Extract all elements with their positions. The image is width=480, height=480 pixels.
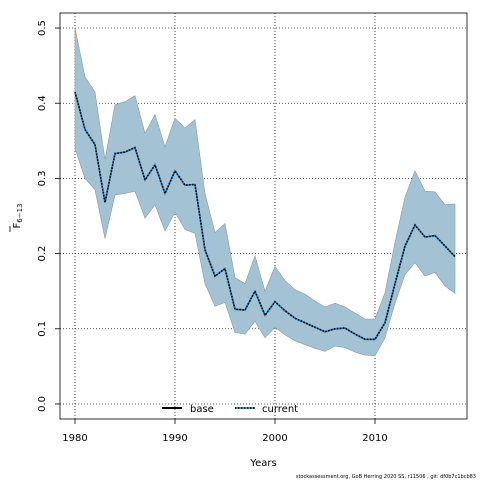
data-point-current (174, 170, 176, 172)
data-point-current (194, 184, 196, 185)
series-line-current-dots (74, 91, 456, 341)
data-point-current (114, 153, 116, 154)
data-point-current (264, 314, 266, 316)
y-tick-label: 0.5 (37, 20, 48, 36)
data-point-current (244, 309, 246, 311)
data-point-current (154, 164, 156, 166)
data-point-current (274, 301, 276, 303)
x-tick-label: 1980 (62, 433, 87, 444)
svg-text:F6−13: F6−13 (12, 204, 24, 229)
y-axis-title: F6−13 (12, 204, 24, 229)
x-tick-label: 1990 (162, 433, 187, 444)
data-point-current (444, 245, 446, 247)
legend-label-current: current (262, 404, 298, 415)
data-point-current (324, 331, 326, 333)
data-point-current (144, 179, 146, 181)
y-tick-label: 0.2 (37, 246, 48, 262)
data-point-current (124, 151, 126, 153)
data-point-current (164, 193, 166, 194)
data-point-current (104, 202, 106, 203)
legend-label-base: base (190, 404, 214, 415)
data-point-current (234, 308, 236, 310)
confidence-band (74, 27, 456, 357)
data-point-current (454, 256, 456, 257)
data-point-current (184, 184, 186, 186)
data-point-current (374, 339, 376, 340)
data-point-current (74, 91, 76, 93)
data-point-current (344, 327, 346, 329)
data-point-current (304, 322, 306, 324)
data-point-current (204, 249, 206, 251)
data-point-current (364, 339, 366, 340)
x-axis-ticks: 1980 1990 2000 2010 (62, 419, 388, 444)
data-point-current (404, 245, 406, 247)
y-tick-label: 0.0 (37, 396, 48, 412)
data-point-current (294, 317, 296, 319)
data-point-current (394, 283, 396, 284)
data-point-current (134, 147, 136, 148)
footer-credit: stockassessment.org, GoB Herring 2020 SS… (296, 474, 476, 480)
data-point-current (254, 290, 256, 292)
data-point-current (334, 328, 336, 330)
data-point-current (224, 268, 226, 269)
legend: base current (162, 404, 298, 415)
data-point-current (214, 275, 216, 277)
y-axis-title-main: F (12, 223, 23, 229)
x-tick-label: 2000 (262, 433, 287, 444)
y-tick-label: 0.1 (37, 321, 48, 337)
y-tick-label: 0.3 (37, 170, 48, 186)
y-axis-title-subscript: 6−13 (16, 204, 24, 223)
data-point-current (384, 322, 386, 324)
confidence-band-area (74, 27, 456, 357)
data-point-current (94, 144, 96, 145)
y-axis-ticks: 0.0 0.1 0.2 0.3 0.4 0.5 (37, 20, 60, 412)
x-axis-title: Years (249, 458, 276, 469)
plot-frame (59, 12, 468, 420)
data-point-current (314, 326, 316, 328)
data-point-current (414, 224, 416, 226)
x-tick-label: 2010 (362, 433, 387, 444)
data-point-current (424, 236, 426, 238)
series-lines (74, 91, 456, 341)
y-tick-label: 0.4 (37, 95, 48, 111)
data-point-current (84, 129, 86, 130)
data-point-current (284, 310, 286, 312)
data-point-current (434, 235, 436, 236)
data-point-current (354, 333, 356, 335)
